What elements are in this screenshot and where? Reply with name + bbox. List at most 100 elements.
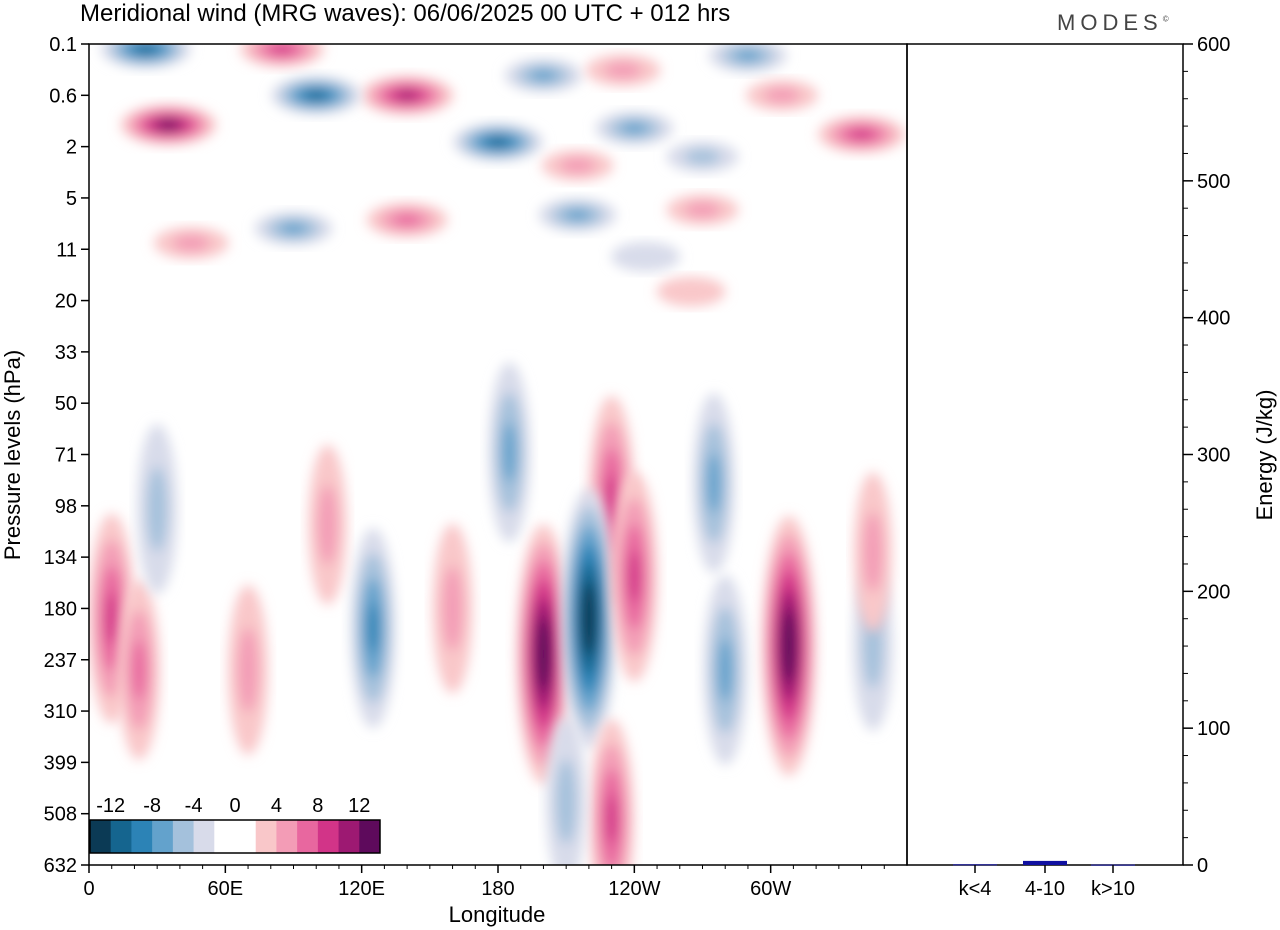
heatmap-contour — [393, 214, 421, 226]
heatmap-contour — [764, 87, 801, 104]
heatmap-blob — [350, 528, 396, 729]
heatmap-contour — [611, 241, 681, 272]
heatmap-blob — [360, 75, 454, 115]
heatmap-blob — [761, 515, 817, 776]
heatmap-contour — [160, 121, 177, 129]
heatmap-blob — [746, 79, 819, 111]
heatmap-blob — [541, 150, 614, 181]
heatmap-contour — [585, 599, 593, 638]
heatmap-contour — [238, 627, 259, 713]
x-tick-label: 0 — [83, 878, 94, 900]
colorbar-swatch — [110, 820, 132, 853]
colorbar-swatch — [338, 820, 360, 853]
heatmap-blob — [366, 202, 448, 238]
energy-category-label: k>10 — [1091, 878, 1135, 900]
colorbar-swatch — [214, 820, 236, 853]
heatmap-contour — [317, 484, 338, 565]
heatmap-contour — [734, 50, 761, 62]
energy-tick-label: 100 — [1197, 718, 1230, 740]
heatmap-contour — [621, 122, 648, 134]
heatmap-contour — [718, 638, 733, 702]
heatmap-blob — [271, 76, 362, 115]
heatmap-contour — [489, 138, 507, 146]
colorbar-swatch — [131, 820, 153, 853]
energy-tick-label: 300 — [1197, 445, 1230, 467]
heatmap-blob — [240, 44, 325, 68]
colorbar-label: 0 — [229, 795, 240, 817]
heatmap-contour — [706, 453, 721, 514]
heatmap-blob — [254, 211, 333, 246]
colorbar-label: -8 — [143, 795, 161, 817]
colorbar-swatch — [172, 820, 195, 853]
heatmap-blob — [89, 513, 135, 724]
heatmap-contour — [684, 149, 721, 165]
heatmap-contour — [147, 466, 168, 552]
colorbar-swatch — [152, 820, 174, 853]
energy-tick-label: 400 — [1197, 308, 1230, 330]
x-tick-label: 60E — [208, 878, 244, 900]
y-tick-label: 399 — [44, 752, 77, 774]
energy-bar — [953, 864, 997, 866]
heatmap-blob — [818, 115, 906, 153]
heatmap-blob — [516, 524, 571, 785]
y-tick-label: 310 — [44, 701, 77, 723]
y-axis-label: Pressure levels (hPa) — [0, 350, 25, 560]
x-tick-label: 180 — [481, 878, 514, 900]
energy-tick-label: 600 — [1197, 34, 1230, 56]
heatmap-axes: 0.1 0.6 2 5 11 20 33 50 71 98 134 180 237 310 399 508 63… — [44, 34, 885, 900]
y-tick-label: 50 — [55, 393, 77, 415]
y-tick-label: 5 — [66, 188, 77, 210]
heatmap-blob — [432, 523, 473, 694]
heatmap-blob — [853, 472, 893, 633]
heatmap-contour — [271, 44, 293, 54]
heatmap-contour — [105, 592, 118, 645]
colorbar-legend: -12 -8 -4 0 4 8 12 — [89, 795, 381, 854]
heatmap-field — [89, 44, 906, 865]
heatmap-contour — [850, 129, 873, 139]
heatmap-blob — [153, 227, 229, 260]
energy-axis-label: Energy (J/kg) — [1252, 390, 1277, 521]
colorbar-swatch — [235, 820, 257, 853]
y-tick-label: 33 — [55, 342, 77, 364]
energy-tick-label: 500 — [1197, 171, 1230, 193]
colorbar-swatch — [90, 820, 112, 853]
heatmap-contour — [559, 157, 596, 174]
colorbar-swatch — [297, 820, 319, 853]
energy-bar — [1023, 860, 1067, 865]
energy-panel-frame — [906, 43, 1184, 866]
heatmap-blob — [666, 141, 739, 173]
heatmap-blob — [595, 111, 674, 145]
heatmap-contour — [132, 639, 146, 700]
heatmap-contour — [280, 222, 307, 235]
heatmap-blob — [453, 123, 543, 162]
heatmap-contour — [307, 91, 326, 100]
heatmap-contour — [397, 91, 417, 100]
x-tick-label: 60W — [750, 878, 791, 900]
heatmap-blob — [561, 488, 617, 749]
y-tick-label: 508 — [44, 804, 77, 826]
y-tick-label: 20 — [55, 291, 77, 313]
colorbar-label: -4 — [185, 795, 203, 817]
brand-name: MODES — [1057, 10, 1163, 35]
heatmap-contour — [605, 474, 618, 528]
heatmap-blob — [693, 393, 735, 574]
heatmap-contour — [367, 603, 379, 654]
heatmap-blob — [118, 579, 160, 760]
heatmap-blob — [656, 276, 726, 307]
heatmap-blob — [703, 574, 747, 765]
heatmap-blob — [708, 44, 787, 73]
y-tick-label: 0.6 — [49, 85, 77, 107]
heatmap-blob — [488, 362, 531, 543]
heatmap-contour — [606, 794, 618, 845]
heatmap-blob — [308, 444, 347, 605]
heatmap-blob — [611, 241, 681, 272]
y-tick-label: 632 — [44, 855, 77, 877]
y-tick-label: 98 — [55, 496, 77, 518]
energy-tick-label: 200 — [1197, 581, 1230, 603]
colorbar-label: 4 — [271, 795, 282, 817]
energy-tick-label: 0 — [1197, 855, 1208, 877]
energy-category-label: k<4 — [959, 878, 992, 900]
heatmap-blob — [585, 54, 661, 87]
heatmap-contour — [556, 759, 577, 845]
heatmap-blob — [546, 716, 587, 865]
